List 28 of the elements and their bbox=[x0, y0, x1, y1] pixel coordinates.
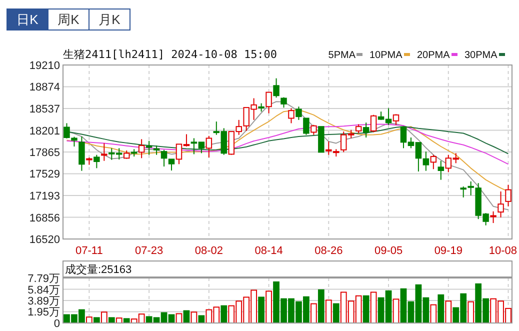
y-tick-label: 1.95万 bbox=[28, 306, 60, 319]
y-tick-label: 7.79万 bbox=[28, 273, 60, 285]
y-tick-label: 17193 bbox=[29, 190, 60, 202]
x-tick-label: 09-05 bbox=[374, 245, 403, 257]
y-tick-label: 17865 bbox=[29, 147, 60, 159]
y-tick-label: 5.84万 bbox=[28, 284, 60, 296]
chart-title: 生猪2411[lh2411] 2024-10-08 15:00 bbox=[63, 48, 278, 61]
x-tick-label: 09-19 bbox=[434, 245, 462, 257]
legend-label: 10PMA bbox=[370, 50, 403, 61]
x-tick-label: 07-11 bbox=[76, 245, 103, 257]
y-tick-label: 17529 bbox=[29, 168, 60, 181]
y-tick-label: 16856 bbox=[29, 212, 60, 224]
y-tick-label: 18201 bbox=[29, 125, 60, 138]
y-tick-label: 18874 bbox=[29, 82, 60, 94]
x-tick-label: 08-26 bbox=[314, 245, 343, 257]
x-tick-label: 08-14 bbox=[254, 245, 283, 257]
x-tick-label: 08-02 bbox=[194, 245, 223, 257]
y-tick-label: 0 bbox=[54, 318, 60, 330]
y-tick-label: 16520 bbox=[29, 234, 60, 246]
legend-label: 20PMA bbox=[417, 50, 450, 61]
legend-label: 5PMA bbox=[328, 50, 356, 61]
y-tick-label: 18537 bbox=[29, 104, 60, 116]
chart-title: 成交量:25163 bbox=[65, 263, 132, 276]
x-tick-label: 07-23 bbox=[134, 245, 164, 257]
x-tick-label: 10-08 bbox=[488, 245, 517, 257]
y-tick-label: 3.89万 bbox=[28, 296, 60, 308]
legend-label: 30PMA bbox=[464, 50, 498, 61]
y-tick-label: 19210 bbox=[29, 60, 60, 72]
